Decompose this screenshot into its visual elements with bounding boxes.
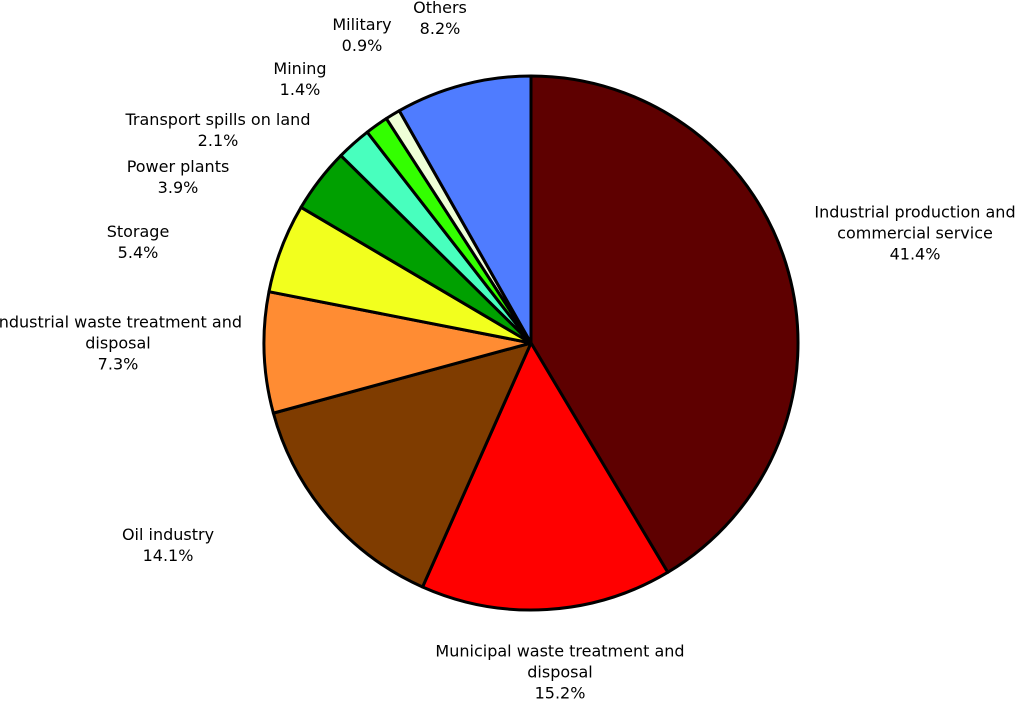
category-label: Military <box>332 15 392 34</box>
value-label: 15.2% <box>534 683 586 702</box>
value-label: 14.1% <box>142 546 194 565</box>
slice-label: Oil industry 14.1% <box>68 524 268 566</box>
category-label: Mining <box>273 59 327 78</box>
category-label: Others <box>413 0 467 17</box>
slice-label: Military 0.9% <box>302 14 422 56</box>
slice-label: Others 8.2% <box>380 0 500 39</box>
slice-label: Mining 1.4% <box>240 58 360 100</box>
slice-label: Storage 5.4% <box>38 221 238 263</box>
category-label: Oil industry <box>121 525 215 544</box>
slice-label: Industrial waste treatment and disposal 7… <box>0 312 243 375</box>
category-label: Municipal waste treatment and disposal <box>435 641 685 682</box>
pie-slice <box>529 74 800 574</box>
category-label: Power plants <box>126 157 230 176</box>
value-label: 1.4% <box>279 80 321 99</box>
pie-slice <box>262 290 533 415</box>
pie-slice <box>421 341 670 612</box>
value-label: 0.9% <box>341 36 383 55</box>
value-label: 3.9% <box>157 178 199 197</box>
category-label: Industrial waste treatment and disposal <box>0 312 242 353</box>
pie-slice <box>271 341 533 589</box>
value-label: 8.2% <box>419 19 461 38</box>
value-label: 41.4% <box>889 244 941 264</box>
pie-slice <box>397 74 533 345</box>
slice-label: Transport spills on land 2.1% <box>103 109 333 151</box>
slice-label: Power plants 3.9% <box>78 156 278 198</box>
category-label: Industrial production and commercial ser… <box>814 202 1016 243</box>
value-label: 5.4% <box>117 243 159 262</box>
slice-label: Industrial production and commercial ser… <box>795 202 1024 265</box>
category-label: Transport spills on land <box>125 110 311 129</box>
category-label: Storage <box>106 222 170 241</box>
value-label: 7.3% <box>97 354 139 374</box>
slice-label: Municipal waste treatment and disposal 15… <box>435 641 685 702</box>
value-label: 2.1% <box>197 131 239 150</box>
